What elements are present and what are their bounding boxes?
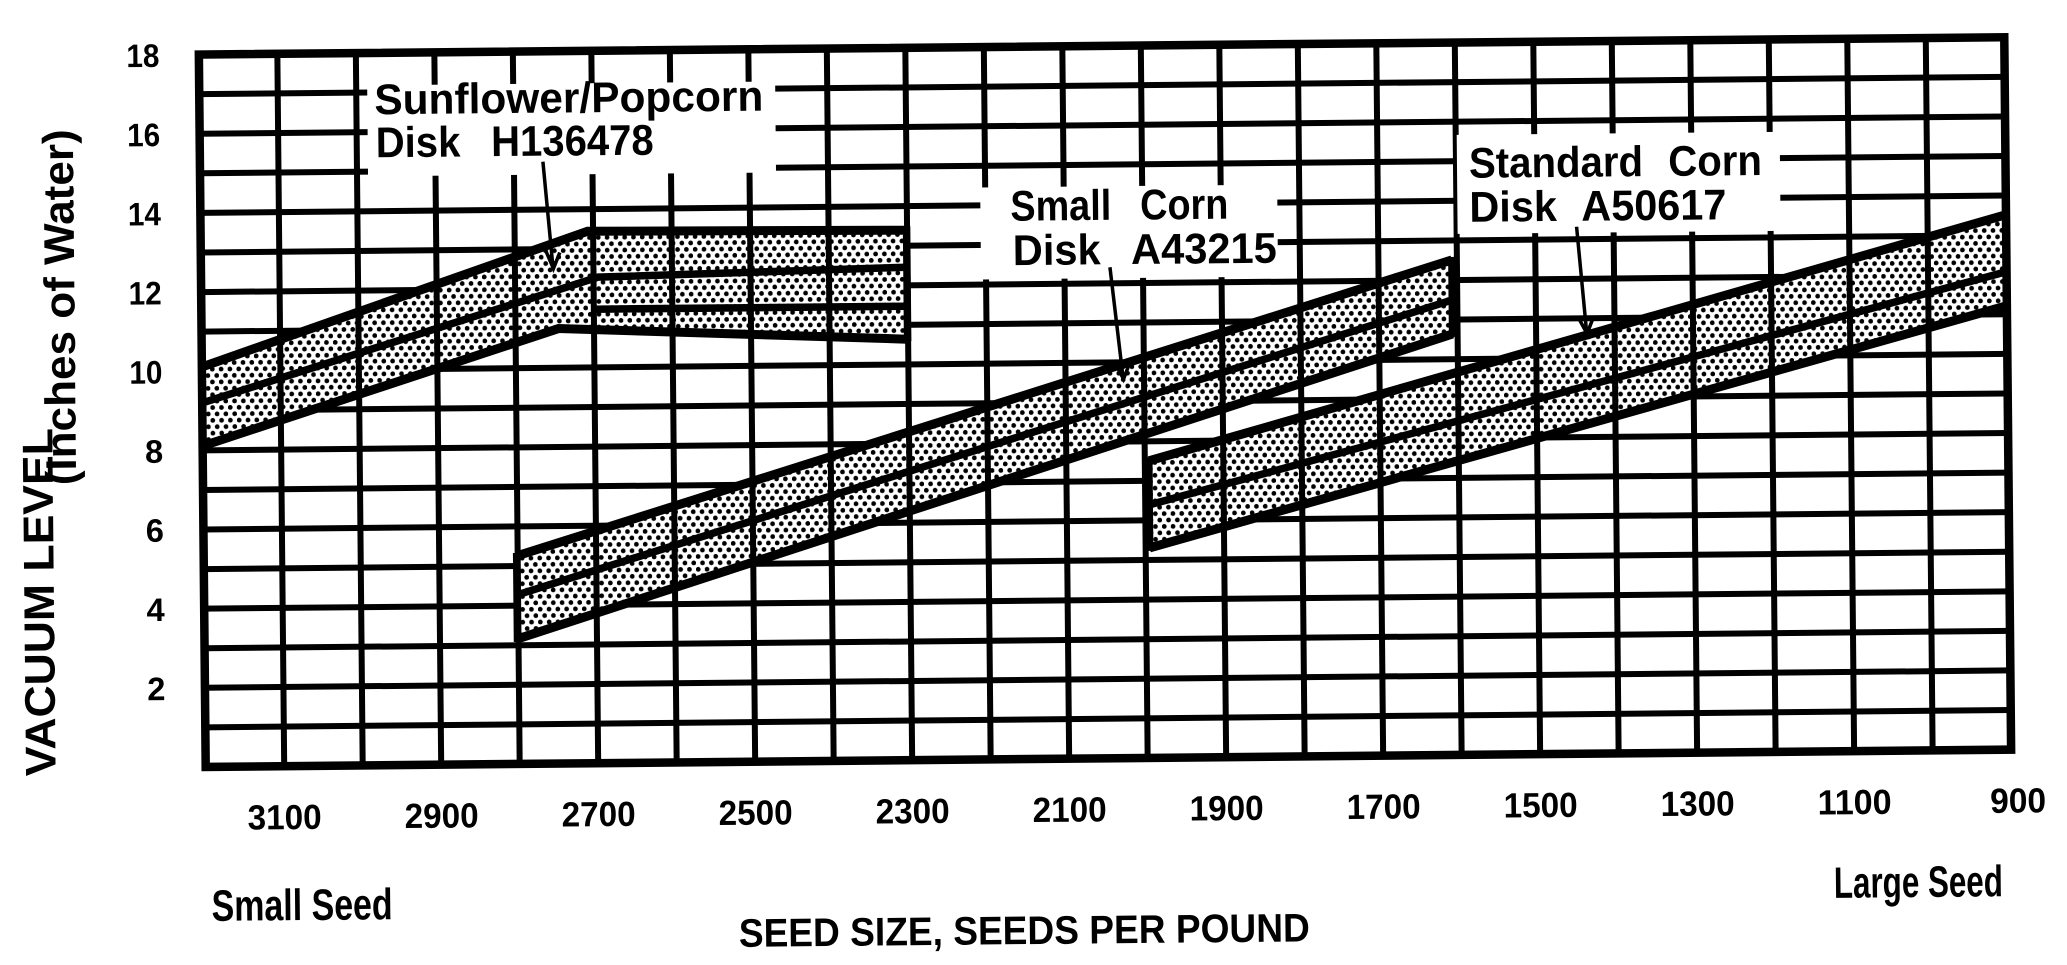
svg-text:2100: 2100: [1032, 790, 1106, 830]
svg-text:1100: 1100: [1817, 783, 1891, 823]
svg-text:2300: 2300: [875, 792, 949, 832]
svg-text:(Inches of Water): (Inches of Water): [35, 129, 86, 485]
svg-text:Large Seed: Large Seed: [1834, 857, 2003, 908]
svg-text:Disk A50617: Disk A50617: [1469, 181, 1726, 231]
svg-text:1700: 1700: [1346, 787, 1420, 827]
svg-text:18: 18: [126, 37, 159, 74]
svg-text:SEED SIZE, SEEDS PER POUND: SEED SIZE, SEEDS PER POUND: [739, 906, 1310, 955]
svg-text:Small Corn: Small Corn: [1010, 181, 1228, 231]
svg-text:1300: 1300: [1660, 784, 1734, 824]
svg-text:6: 6: [146, 512, 164, 549]
svg-text:4: 4: [146, 591, 164, 628]
svg-text:3100: 3100: [248, 798, 322, 838]
svg-text:Sunflower/Popcorn: Sunflower/Popcorn: [374, 73, 763, 125]
svg-text:2700: 2700: [561, 795, 635, 835]
svg-text:1500: 1500: [1503, 786, 1577, 826]
svg-text:Small Seed: Small Seed: [211, 880, 392, 931]
svg-text:8: 8: [145, 433, 163, 470]
svg-text:900: 900: [1990, 781, 2046, 821]
svg-text:12: 12: [128, 274, 161, 311]
svg-text:Standard Corn: Standard Corn: [1469, 137, 1762, 188]
svg-text:VACUUM LEVEL: VACUUM LEVEL: [14, 428, 65, 776]
svg-text:10: 10: [129, 353, 162, 390]
svg-text:2500: 2500: [718, 793, 792, 833]
svg-text:Disk A43215: Disk A43215: [1013, 225, 1277, 276]
svg-text:2900: 2900: [404, 796, 478, 836]
svg-text:14: 14: [128, 195, 161, 232]
svg-text:Disk H136478: Disk H136478: [375, 117, 653, 168]
svg-text:2: 2: [147, 670, 165, 707]
svg-text:1900: 1900: [1189, 789, 1263, 829]
svg-text:16: 16: [127, 116, 160, 153]
